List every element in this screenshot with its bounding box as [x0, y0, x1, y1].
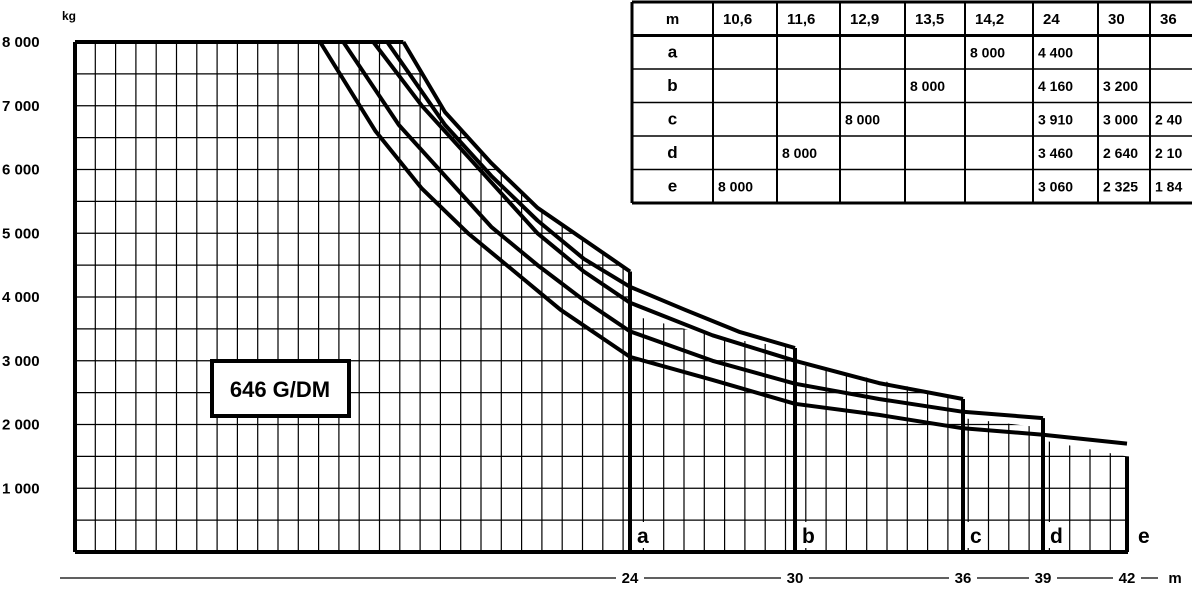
- load-table: m 10,6 11,6 12,9 13,5 14,2 24 30 36 a 8 000 4 400 b 8…: [630, 0, 1192, 205]
- model-label: 646 G/DM: [230, 377, 330, 402]
- table-col-header: 24: [1043, 11, 1060, 28]
- table-cell: 8 000: [910, 78, 945, 94]
- curve-letter-bg: [967, 522, 987, 548]
- table-cell: 3 910: [1038, 112, 1073, 128]
- table-row-label-d: d: [667, 143, 677, 162]
- chart-grid: [74, 41, 1128, 553]
- curve-letter-d: d: [1050, 525, 1063, 548]
- table-cell: 2 640: [1103, 145, 1138, 161]
- table-row-label-b: b: [667, 76, 677, 95]
- table-cell: 8 000: [718, 179, 753, 195]
- chart-labels: kg 1 000 2 000 3 000 4 000 5 000 6 000 7 000 8 0…: [2, 9, 1192, 587]
- y-unit-label: kg: [62, 9, 76, 23]
- x-tick-bg: [616, 567, 644, 585]
- model-box: [210, 359, 351, 418]
- table-row-label-c: c: [668, 110, 677, 129]
- table-cell: 4 160: [1038, 78, 1073, 94]
- y-tick-label: 5 000: [2, 225, 40, 242]
- curve-letter-e: e: [1138, 525, 1150, 548]
- table-col-header: 13,5: [915, 11, 944, 28]
- y-tick-label: 1 000: [2, 480, 40, 497]
- table-cell: 1 84: [1155, 179, 1182, 195]
- y-tick-label: 8 000: [2, 34, 40, 51]
- y-tick-label: 4 000: [2, 289, 40, 306]
- x-tick-label: 39: [1035, 570, 1052, 587]
- table-cell: 8 000: [970, 45, 1005, 61]
- y-tick-label: 3 000: [2, 353, 40, 370]
- table-row-label-e: e: [668, 177, 677, 196]
- curve-d: [341, 40, 1044, 421]
- curve-letter-c: c: [970, 525, 982, 548]
- x-tick-label: 42: [1119, 570, 1136, 587]
- curve-letter-b: b: [802, 525, 815, 548]
- table-cell: 3 000: [1103, 112, 1138, 128]
- curve-b: [385, 40, 796, 350]
- table-col-header: 11,6: [787, 11, 815, 28]
- x-unit-label: m: [1168, 570, 1181, 587]
- table-cell: 2 325: [1103, 179, 1138, 195]
- table-cell: 3 060: [1038, 179, 1073, 195]
- curve-a: [401, 40, 632, 274]
- x-tick-label: 36: [955, 570, 972, 587]
- table-cell: 8 000: [845, 112, 880, 128]
- table-col-header: 10,6: [723, 11, 752, 28]
- table-header-unit: m: [666, 11, 679, 28]
- x-unit-bg: [1158, 567, 1192, 585]
- table-col-header: 12,9: [850, 11, 879, 28]
- x-tick-bg: [1029, 567, 1057, 585]
- table-cell: 4 400: [1038, 45, 1073, 61]
- chart-frame: [73, 42, 1128, 554]
- table-cell: 3 460: [1038, 145, 1073, 161]
- x-tick-label: 30: [787, 570, 804, 587]
- table-col-header: 14,2: [975, 11, 1004, 28]
- x-tick-bg: [1113, 567, 1141, 585]
- curve-letter-bg: [799, 522, 819, 548]
- y-tick-label: 6 000: [2, 162, 40, 179]
- x-tick-bg: [781, 567, 809, 585]
- x-tick-label: 24: [622, 570, 639, 587]
- table-col-header: 36: [1160, 11, 1177, 28]
- y-tick-label: 2 000: [2, 417, 40, 434]
- y-tick-label: 7 000: [2, 98, 40, 115]
- curve-c: [371, 40, 964, 401]
- table-col-header: 30: [1108, 11, 1125, 28]
- table-cell: 8 000: [782, 145, 817, 161]
- table-cell: 2 40: [1155, 112, 1182, 128]
- curve-letter-a: a: [637, 525, 649, 548]
- table-cell: 3 200: [1103, 78, 1138, 94]
- curve-letter-bg: [1047, 522, 1067, 548]
- table-row-label-a: a: [668, 43, 678, 62]
- x-tick-bg: [949, 567, 977, 585]
- table-cell: 2 10: [1155, 145, 1182, 161]
- curve-letter-bg: [634, 522, 654, 548]
